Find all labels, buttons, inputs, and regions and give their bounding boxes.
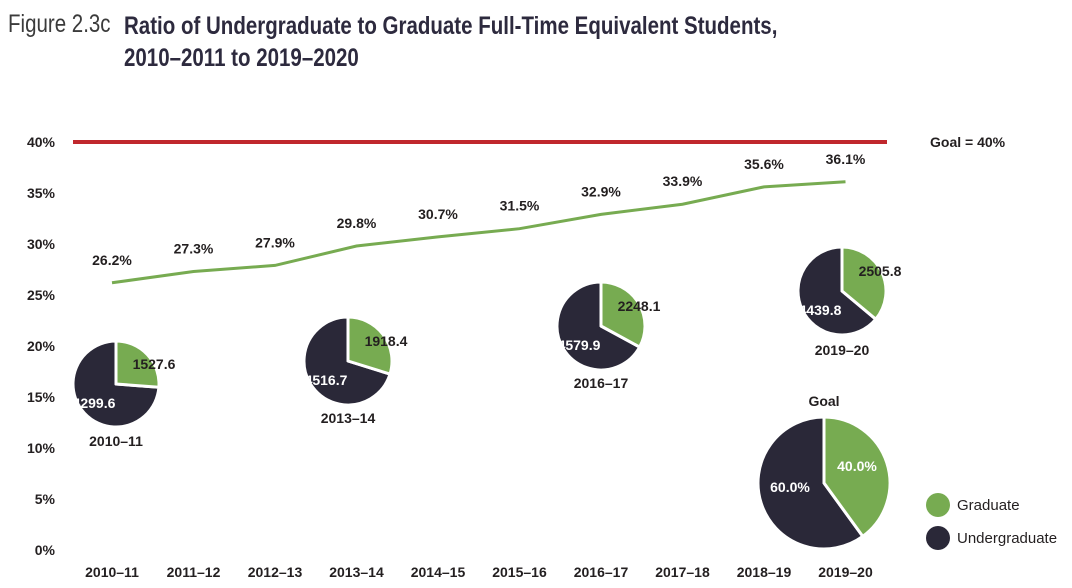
pie-value-undergraduate: 4516.7: [305, 372, 348, 388]
y-tick-label: 25%: [27, 287, 56, 303]
pie-value-graduate: 40.0%: [837, 458, 877, 474]
x-tick-label: 2011–12: [167, 564, 221, 580]
ratio-line: [111, 180, 846, 285]
x-tick-label: 2014–15: [411, 564, 466, 580]
pie-value-undergraduate: 4299.6: [73, 395, 116, 411]
pie-slice-graduate: [599, 280, 647, 349]
x-tick-label: 2018–19: [737, 564, 792, 580]
pie-value-graduate: 2505.8: [859, 263, 902, 279]
data-label: 27.3%: [174, 241, 214, 257]
legend-label-undergraduate: Undergraduate: [957, 530, 1057, 547]
pie-slice-undergraduate: [756, 415, 865, 551]
x-tick-label: 2017–18: [655, 564, 710, 580]
x-tick-label: 2013–14: [329, 564, 384, 580]
figure-title-line2: 2010–2011 to 2019–2020: [124, 44, 359, 72]
pie-value-undergraduate: 4579.9: [558, 337, 601, 353]
pie-caption: Goal: [808, 393, 839, 409]
pie-slice-undergraduate: [796, 245, 878, 337]
data-label: 26.2%: [92, 252, 132, 268]
pie-slice-graduate: [822, 415, 892, 538]
legend-swatch-undergraduate: [926, 526, 950, 550]
legend-label-graduate: Graduate: [957, 497, 1020, 514]
x-tick-label: 2012–13: [248, 564, 303, 580]
figure-title-line1: Ratio of Undergraduate to Graduate Full-…: [124, 12, 778, 40]
pie-slice-graduate: [346, 315, 394, 376]
figure-title: Ratio of Undergraduate to Graduate Full-…: [124, 10, 777, 74]
pie-caption: 2016–17: [574, 375, 629, 391]
data-label: 36.1%: [826, 151, 866, 167]
x-tick-label: 2016–17: [574, 564, 629, 580]
data-label: 29.8%: [337, 215, 377, 231]
pie-value-graduate: 2248.1: [618, 298, 661, 314]
y-tick-label: 15%: [27, 389, 56, 405]
pie-slice-graduate: [840, 245, 888, 321]
pie-value-graduate: 1918.4: [365, 333, 408, 349]
y-tick-label: 10%: [27, 440, 56, 456]
goal-label: Goal = 40%: [930, 134, 1006, 150]
pie-caption: 2019–20: [815, 342, 870, 358]
data-label: 32.9%: [581, 183, 621, 199]
x-tick-label: 2019–20: [818, 564, 873, 580]
y-tick-label: 40%: [27, 134, 56, 150]
y-tick-label: 0%: [35, 542, 56, 558]
pie-caption: 2010–11: [89, 433, 143, 449]
data-label: 33.9%: [663, 173, 703, 189]
data-label: 27.9%: [255, 234, 295, 250]
y-tick-label: 35%: [27, 185, 56, 201]
pie-value-undergraduate: 60.0%: [770, 479, 810, 495]
data-label: 31.5%: [500, 198, 540, 214]
pie-slice-graduate: [114, 339, 161, 389]
y-tick-label: 5%: [35, 491, 56, 507]
figure-label: Figure 2.3c: [8, 10, 111, 38]
legend-swatch-graduate: [926, 493, 950, 517]
data-label: 30.7%: [418, 206, 458, 222]
x-tick-label: 2010–11: [85, 564, 139, 580]
pie-value-graduate: 1527.6: [133, 356, 176, 372]
y-tick-label: 20%: [27, 338, 56, 354]
y-tick-label: 30%: [27, 236, 56, 252]
data-label: 35.6%: [744, 156, 784, 172]
pie-caption: 2013–14: [321, 410, 376, 426]
pie-value-undergraduate: 4439.8: [799, 302, 842, 318]
x-tick-label: 2015–16: [492, 564, 547, 580]
pie-slice-undergraduate: [555, 280, 642, 372]
